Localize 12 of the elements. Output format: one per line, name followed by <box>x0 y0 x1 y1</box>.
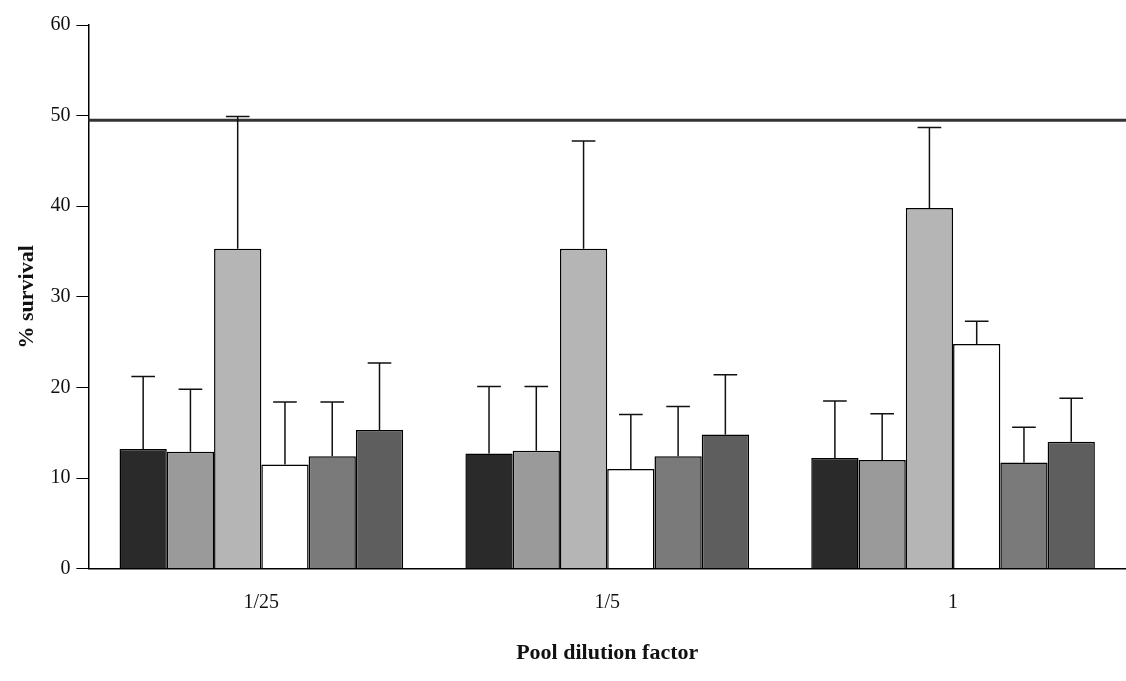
x-tick-label: 1/5 <box>594 589 620 612</box>
x-tick-label: 1/25 <box>243 589 280 612</box>
x-tick-label: 1 <box>948 589 959 612</box>
x-axis-title: Pool dilution factor <box>516 639 699 665</box>
y-tick-label: 0 <box>60 555 71 578</box>
y-tick-label: 10 <box>50 465 71 488</box>
y-tick-label: 20 <box>50 374 71 397</box>
y-tick-label: 40 <box>50 193 71 216</box>
y-tick-label: 50 <box>50 102 71 125</box>
y-axis-title: % survival <box>12 245 38 349</box>
y-tick-label: 30 <box>50 284 71 307</box>
y-tick-label: 60 <box>50 12 71 35</box>
